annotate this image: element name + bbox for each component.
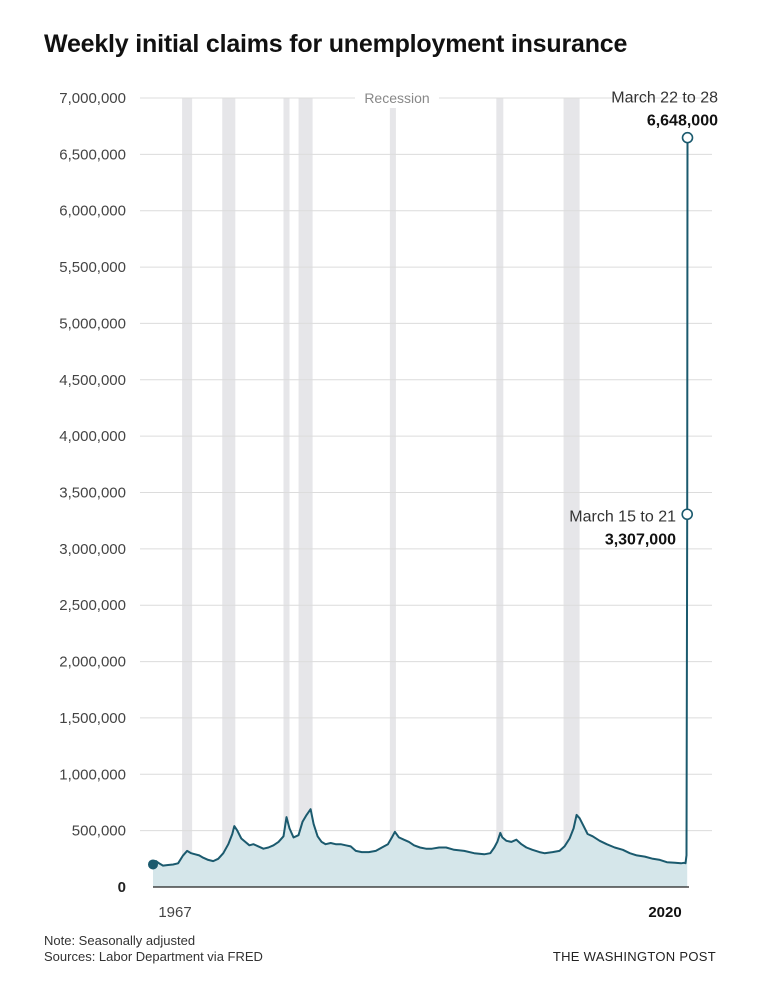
y-tick-label: 6,500,000	[59, 146, 126, 163]
recession-legend-label: Recession	[364, 90, 429, 106]
footer-note: Note: Seasonally adjusted	[44, 933, 196, 948]
annotation-point-1	[681, 508, 694, 521]
y-tick-label: 4,000,000	[59, 428, 126, 445]
annotation-value-label: 6,648,000	[647, 113, 718, 130]
y-tick-label: 6,000,000	[59, 203, 126, 220]
y-tick-label: 7,000,000	[59, 90, 126, 107]
y-tick-label: 1,000,000	[59, 766, 126, 783]
annotations: March 15 to 21 3,307,000 March 22 to 28 6,6…	[569, 90, 718, 549]
x-tick-label: 1967	[158, 904, 191, 921]
y-tick-label: 5,000,000	[59, 315, 126, 332]
annotation-value-label: 3,307,000	[605, 531, 676, 548]
annotation-date-label: March 22 to 28	[611, 90, 718, 107]
y-axis-ticks: 7,000,000 6,500,000 6,000,000 5,500,000 5,00…	[59, 90, 126, 896]
annotation-point-2	[681, 131, 694, 144]
footer-sources: Sources: Labor Department via FRED	[44, 949, 263, 964]
y-tick-label: 1,500,000	[59, 710, 126, 727]
y-tick-label: 4,500,000	[59, 372, 126, 389]
chart-title: Weekly initial claims for unemployment i…	[44, 30, 628, 58]
y-tick-label: 500,000	[72, 823, 126, 840]
grid-lines	[140, 97, 712, 832]
x-tick-label: 2020	[648, 904, 681, 921]
y-tick-label: 2,000,000	[59, 654, 126, 671]
y-tick-label: 3,000,000	[59, 541, 126, 558]
y-tick-label: 2,500,000	[59, 597, 126, 614]
recession-legend-bg	[355, 90, 439, 108]
publisher-brand: THE WASHINGTON POST	[552, 949, 716, 964]
claims-line	[152, 137, 689, 867]
annotation-date-label: March 15 to 21	[569, 508, 676, 525]
x-axis-ticks: 1967 2020	[158, 904, 681, 921]
y-tick-label: 3,500,000	[59, 485, 126, 502]
y-tick-label: 0	[118, 879, 126, 896]
y-tick-label: 5,500,000	[59, 259, 126, 276]
series-start-dot	[148, 859, 158, 870]
